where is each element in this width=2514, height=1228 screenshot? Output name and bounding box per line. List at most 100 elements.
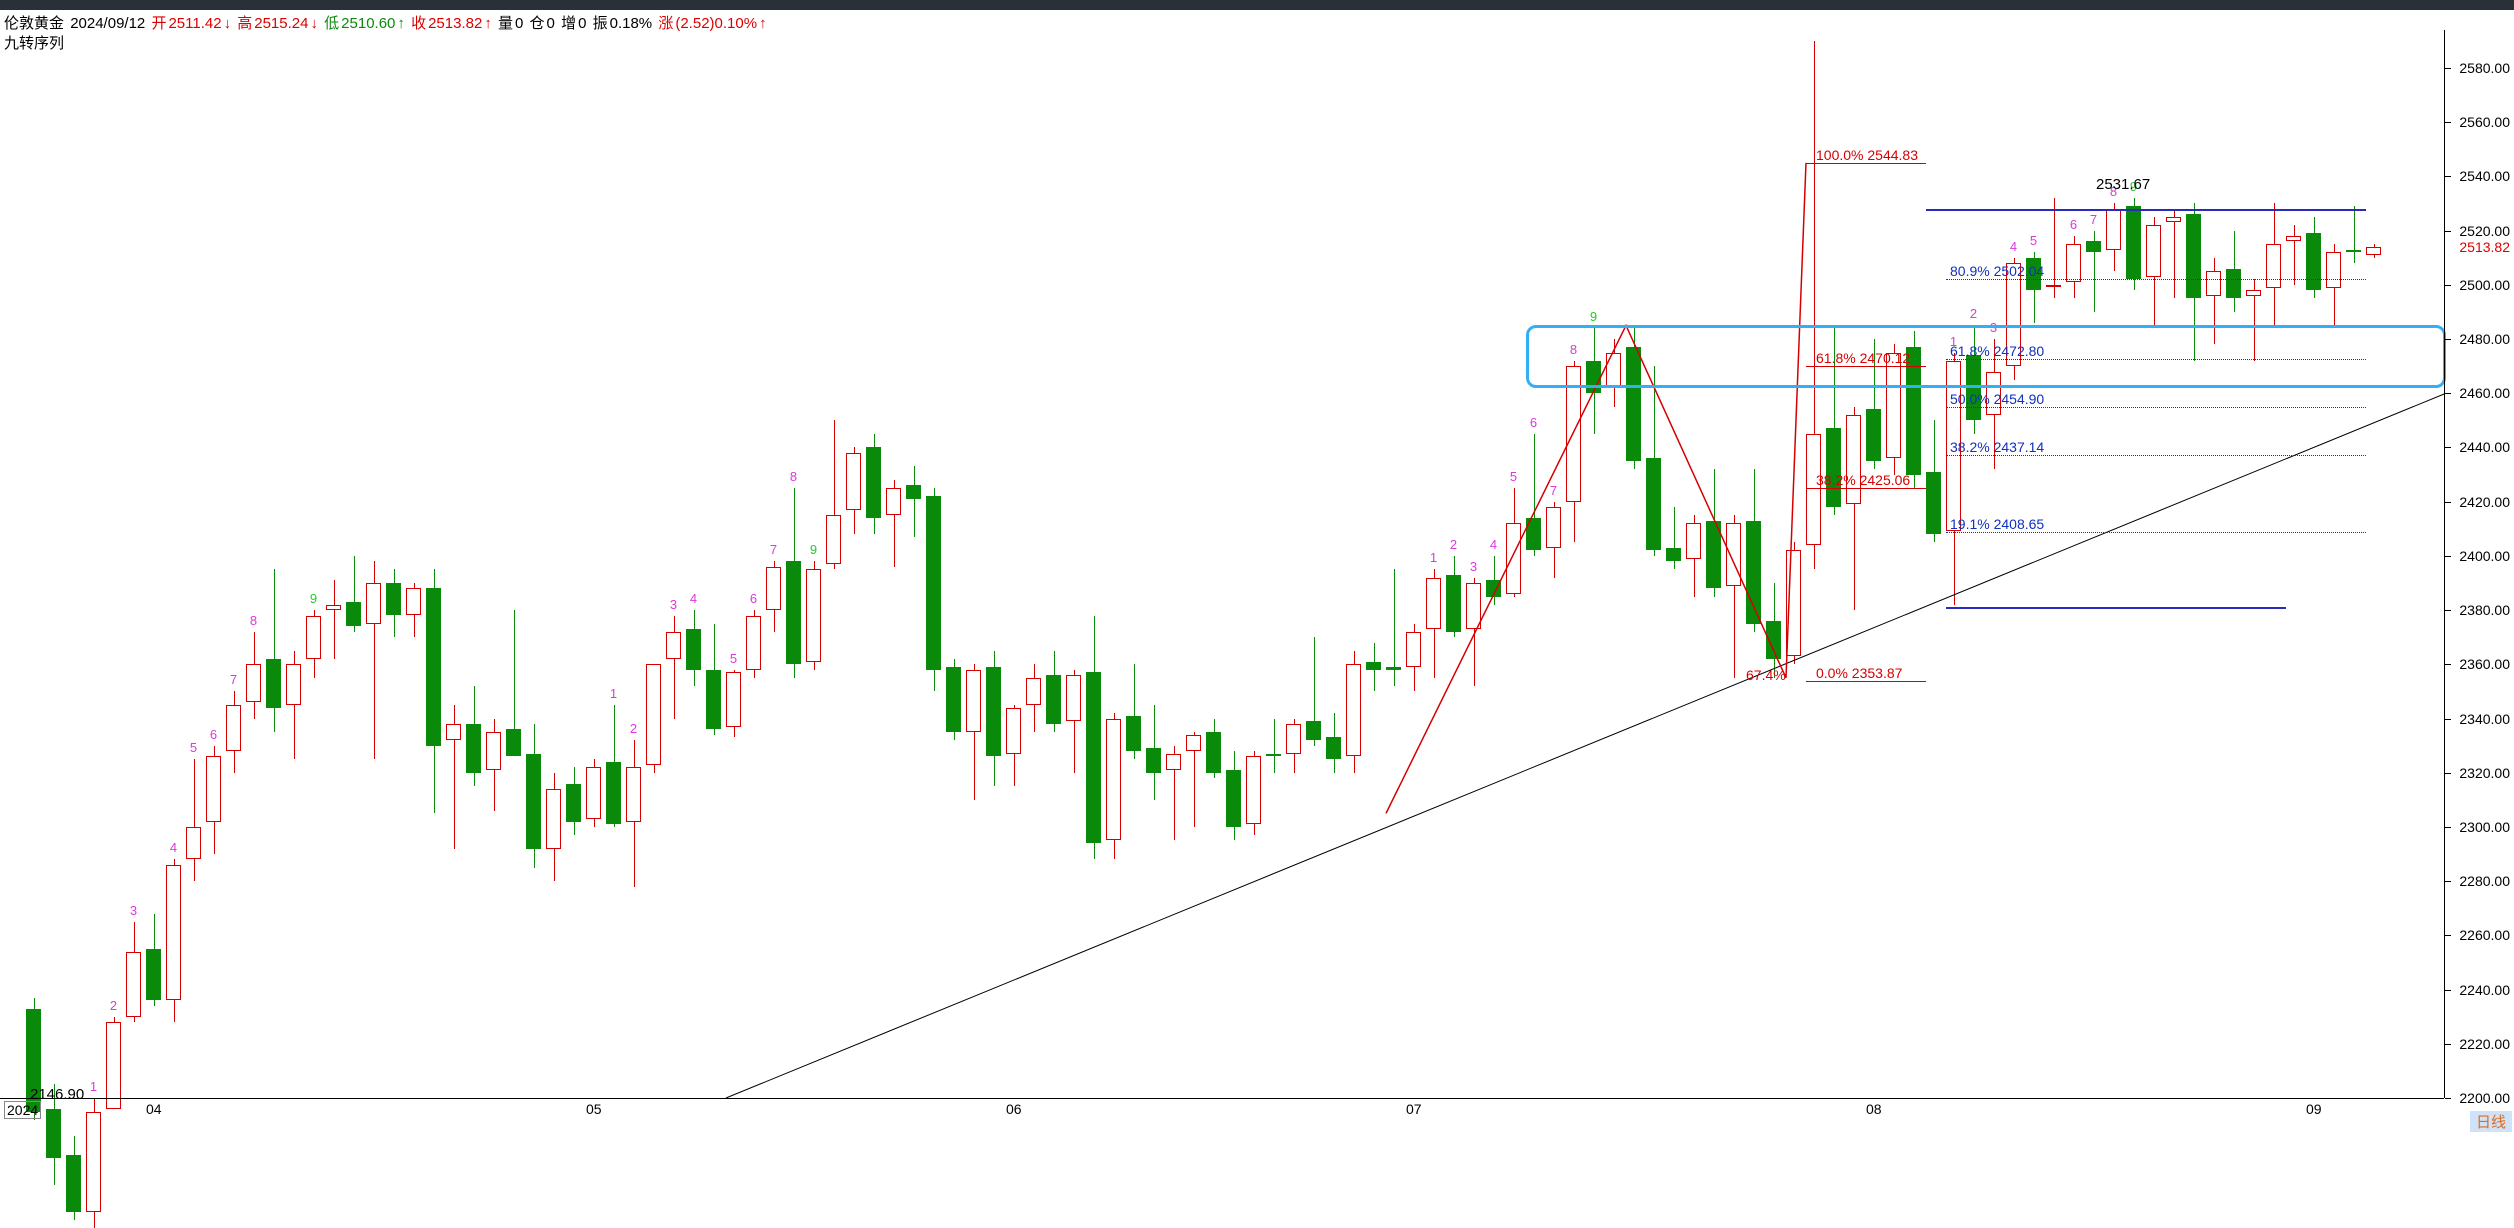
highlight-box[interactable] (1526, 325, 2446, 387)
candle[interactable] (166, 865, 181, 1001)
candle[interactable] (1846, 415, 1861, 504)
candle[interactable] (1666, 548, 1681, 562)
candle[interactable] (2286, 236, 2301, 241)
candle[interactable] (2366, 247, 2381, 255)
candle[interactable] (1826, 428, 1841, 507)
candle[interactable] (666, 632, 681, 659)
candle[interactable] (1446, 575, 1461, 632)
candle[interactable] (586, 767, 601, 819)
candle[interactable] (1006, 708, 1021, 754)
candle[interactable] (1706, 521, 1721, 589)
candle[interactable] (1206, 732, 1221, 773)
candle[interactable] (246, 664, 261, 702)
candle[interactable] (1286, 724, 1301, 754)
candle[interactable] (146, 949, 161, 1001)
candle[interactable] (506, 729, 521, 756)
candle[interactable] (126, 952, 141, 1017)
candle[interactable] (1226, 770, 1241, 827)
candle[interactable] (1246, 756, 1261, 824)
candle[interactable] (1806, 434, 1821, 545)
candle[interactable] (546, 789, 561, 849)
candle[interactable] (406, 588, 421, 615)
candle[interactable] (2126, 206, 2141, 279)
candle[interactable] (1166, 754, 1181, 770)
candle[interactable] (826, 515, 841, 564)
candle[interactable] (2186, 214, 2201, 298)
candle[interactable] (1186, 735, 1201, 751)
candle[interactable] (86, 1112, 101, 1212)
candle[interactable] (1546, 507, 1561, 548)
candle[interactable] (786, 561, 801, 664)
candle[interactable] (1346, 664, 1361, 756)
candle[interactable] (486, 732, 501, 770)
candle[interactable] (1746, 521, 1761, 624)
candle[interactable] (1726, 523, 1741, 585)
candle[interactable] (1926, 472, 1941, 534)
candle[interactable] (2046, 285, 2061, 287)
candle[interactable] (1366, 662, 1381, 670)
candle[interactable] (2306, 233, 2321, 290)
period-badge[interactable]: 日线 (2470, 1111, 2512, 1132)
candle[interactable] (1786, 550, 1801, 656)
candle[interactable] (626, 767, 641, 821)
candle[interactable] (286, 664, 301, 705)
candle[interactable] (326, 605, 341, 610)
candle[interactable] (766, 567, 781, 610)
candle[interactable] (906, 485, 921, 499)
candle[interactable] (646, 664, 661, 764)
candle[interactable] (866, 447, 881, 517)
candle[interactable] (1326, 737, 1341, 759)
candle[interactable] (186, 827, 201, 860)
candle[interactable] (926, 496, 941, 669)
candle[interactable] (2086, 241, 2101, 252)
candle[interactable] (106, 1022, 121, 1109)
candle[interactable] (1686, 523, 1701, 558)
candle[interactable] (1026, 678, 1041, 705)
candle[interactable] (686, 629, 701, 670)
candle[interactable] (306, 616, 321, 659)
candle[interactable] (1066, 675, 1081, 721)
candle[interactable] (2066, 244, 2081, 282)
candle[interactable] (946, 667, 961, 732)
candle[interactable] (1406, 632, 1421, 667)
candlestick-chart[interactable]: 1234567891234567891234567891234567890.0%… (0, 30, 2444, 1098)
candle[interactable] (2146, 225, 2161, 277)
candle[interactable] (426, 588, 441, 745)
candle[interactable] (1766, 621, 1781, 659)
candle[interactable] (746, 616, 761, 670)
candle[interactable] (1126, 716, 1141, 751)
candle[interactable] (1646, 458, 1661, 550)
candle[interactable] (366, 583, 381, 624)
resistance-line[interactable] (1946, 607, 2286, 609)
candle[interactable] (66, 1155, 81, 1212)
candle[interactable] (2166, 217, 2181, 222)
candle[interactable] (566, 784, 581, 822)
candle[interactable] (2106, 209, 2121, 250)
candle[interactable] (1466, 583, 1481, 629)
candle[interactable] (1146, 748, 1161, 772)
candle[interactable] (966, 670, 981, 732)
candle[interactable] (226, 705, 241, 751)
candle[interactable] (1526, 518, 1541, 551)
resistance-line[interactable] (1926, 209, 2366, 211)
candle[interactable] (1046, 675, 1061, 724)
candle[interactable] (1306, 721, 1321, 740)
candle[interactable] (606, 762, 621, 824)
candle[interactable] (1086, 672, 1101, 843)
candle[interactable] (846, 453, 861, 510)
candle[interactable] (1266, 754, 1281, 757)
candle[interactable] (526, 754, 541, 849)
candle[interactable] (726, 672, 741, 726)
candle[interactable] (706, 670, 721, 730)
candle[interactable] (2226, 269, 2241, 299)
candle[interactable] (1386, 667, 1401, 670)
candle[interactable] (266, 659, 281, 708)
candle[interactable] (2346, 250, 2361, 253)
candle[interactable] (1506, 523, 1521, 593)
candle[interactable] (446, 724, 461, 740)
candle[interactable] (1866, 409, 1881, 461)
candle[interactable] (466, 724, 481, 773)
candle[interactable] (2206, 271, 2221, 295)
candle[interactable] (386, 583, 401, 616)
candle[interactable] (2326, 252, 2341, 287)
